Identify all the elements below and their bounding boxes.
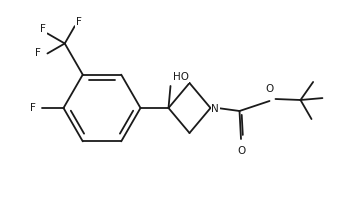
Text: F: F <box>76 17 82 27</box>
Text: O: O <box>266 84 274 94</box>
Text: F: F <box>35 49 42 58</box>
Text: F: F <box>30 103 35 113</box>
Text: HO: HO <box>173 72 189 82</box>
Text: N: N <box>212 104 219 113</box>
Text: O: O <box>237 146 245 156</box>
Text: F: F <box>40 25 47 34</box>
